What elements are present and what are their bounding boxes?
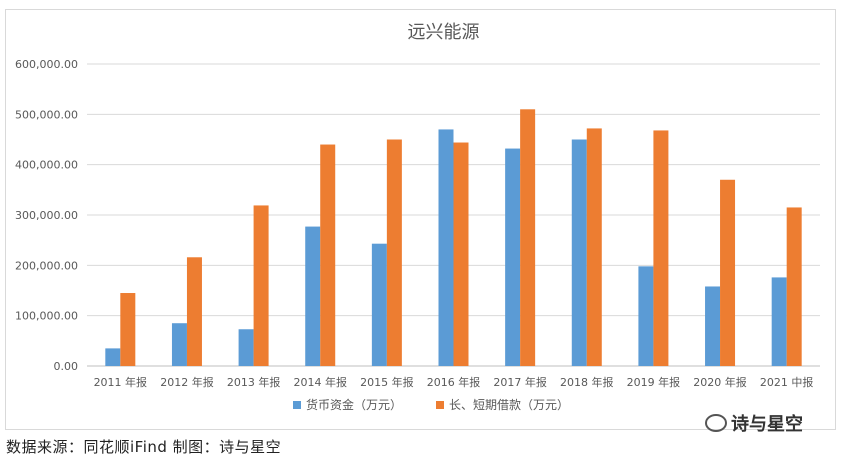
legend-swatch [436,401,444,409]
y-tick-label: 500,000.00 [15,108,78,121]
x-tick-label: 2018 年报 [560,375,614,389]
bar-borrowings [586,128,602,366]
bar-borrowings [386,139,402,366]
x-tick-label: 2020 年报 [693,375,747,389]
y-tick-label: 600,000.00 [15,58,78,71]
bar-cash [771,277,787,366]
bar-borrowings [120,293,136,366]
watermark: 诗与星空 [705,410,803,436]
bar-borrowings [453,142,469,366]
y-tick-label: 400,000.00 [15,159,78,172]
y-tick-label: 0.00 [54,360,79,373]
legend-label: 货币资金（万元） [306,397,402,412]
x-tick-label: 2016 年报 [427,375,481,389]
bar-cash [305,226,321,366]
x-tick-label: 2019 年报 [627,375,681,389]
y-tick-label: 300,000.00 [15,209,78,222]
chart-frame: 远兴能源 0.00 100,000.00 200,000.00 300,000.00 40… [5,9,836,430]
bar-cash [705,286,721,366]
bar-borrowings [253,205,269,366]
y-tick-label: 100,000.00 [15,310,78,323]
legend-label: 长、短期借款（万元） [449,398,569,412]
bar-cash [105,348,121,366]
x-tick-label: 2015 年报 [360,375,414,389]
watermark-text: 诗与星空 [731,414,803,435]
wechat-icon [705,414,727,432]
bar-cash [371,243,387,366]
x-tick-label: 2021 中报 [760,375,814,389]
bar-borrowings [653,130,669,366]
bar-borrowings [520,109,536,367]
source-note: 数据来源：同花顺iFind 制图：诗与星空 [6,438,282,456]
bar-cash [171,323,187,366]
legend-swatch [293,401,301,409]
x-tick-label: 2011 年报 [94,375,148,389]
bar-chart: 远兴能源 0.00 100,000.00 200,000.00 300,000.00 40… [15,22,820,412]
x-tick-label: 2013 年报 [227,375,281,389]
bar-cash [571,139,587,366]
bar-borrowings [720,179,736,366]
bar-cash [438,129,454,366]
bar-cash [638,266,654,366]
bar-cash [238,329,254,366]
x-tick-label: 2014 年报 [293,375,347,389]
x-tick-label: 2017 年报 [493,375,547,389]
y-tick-label: 200,000.00 [15,259,78,272]
bar-borrowings [186,257,202,366]
bar-borrowings [320,144,336,366]
bar-borrowings [786,207,802,366]
bar-cash [505,148,521,366]
x-tick-label: 2012 年报 [160,375,214,389]
chart-title: 远兴能源 [408,22,480,43]
